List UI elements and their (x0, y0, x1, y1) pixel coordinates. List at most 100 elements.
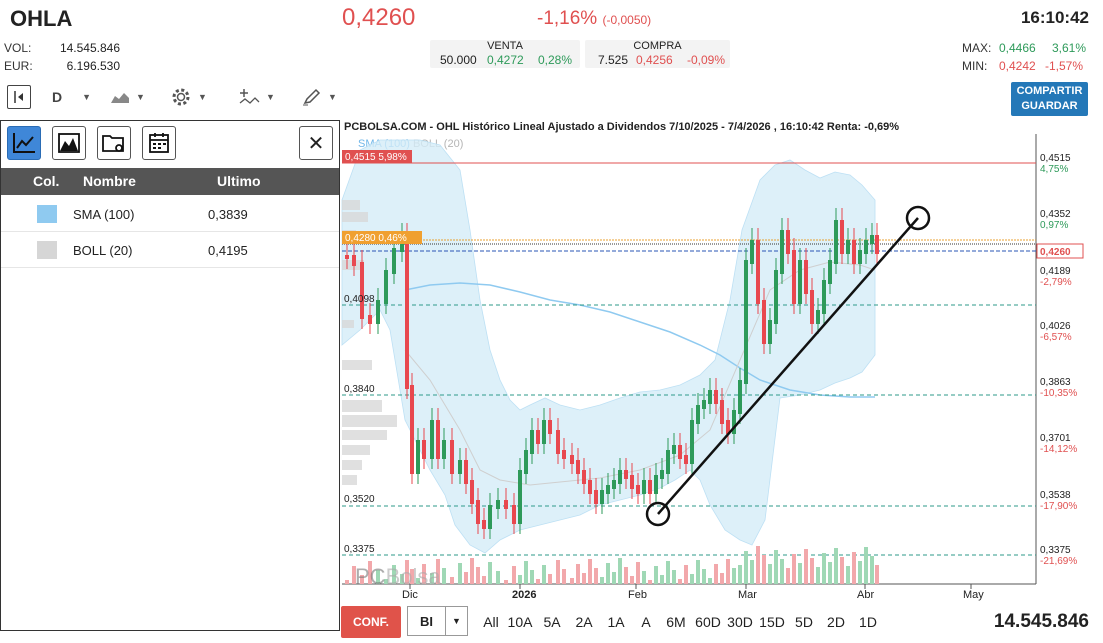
volume-bar (846, 566, 850, 584)
templates-tool[interactable] (97, 126, 131, 160)
candle-body (768, 320, 772, 344)
trend-line[interactable] (657, 217, 919, 515)
compra-box: COMPRA 7.525 0,4256 -0,09% (585, 40, 730, 68)
range-button-2a[interactable]: 2A (575, 614, 593, 630)
indicator-list-tool[interactable] (7, 126, 41, 160)
range-button-5a[interactable]: 5A (543, 614, 561, 630)
volume-bar (562, 569, 566, 584)
volume-bar (720, 573, 724, 584)
pct-tick: -21,69% (1040, 556, 1077, 567)
range-button-1d[interactable]: 1D (859, 614, 877, 630)
change-abs: (-0,0050) (602, 13, 652, 27)
candle-body (732, 410, 736, 434)
price-tick: 0,4026 (1040, 321, 1071, 332)
candle-body (762, 300, 766, 344)
volume-bars (345, 546, 879, 584)
candle-body (792, 250, 796, 304)
range-button-2d[interactable]: 2D (827, 614, 845, 630)
volume-bar (648, 580, 652, 584)
share-save-button[interactable]: COMPARTIR GUARDAR (1011, 82, 1088, 116)
volume-bar (442, 568, 446, 584)
volume-bar (594, 568, 598, 584)
bi-select[interactable]: BI ▼ (407, 606, 468, 636)
candles (345, 208, 879, 539)
candle-body (744, 260, 748, 384)
name-header: Nombre (83, 173, 136, 189)
bi-value: BI (420, 613, 433, 629)
candle-body (548, 420, 552, 434)
level-label: 0,3520 (344, 494, 375, 505)
volume-bar (576, 564, 580, 584)
chart-style-tool[interactable] (52, 126, 86, 160)
volume-bar (618, 558, 622, 584)
panel-row-sma[interactable]: SMA (100) 0,3839 (1, 196, 339, 232)
range-button-10a[interactable]: 10A (507, 614, 533, 630)
candle-body (642, 480, 646, 494)
volume-bar (798, 563, 802, 584)
range-button-1a[interactable]: 1A (607, 614, 625, 630)
range-button-30d[interactable]: 30D (727, 614, 753, 630)
panel-table-header: Col. Nombre Ultimo (1, 168, 339, 195)
volume-bar (852, 552, 856, 584)
range-button-60d[interactable]: 60D (695, 614, 721, 630)
min-label: MIN: (962, 59, 988, 73)
pct-tick: -17,90% (1040, 501, 1077, 512)
volume-bar (654, 566, 658, 584)
boll-mid-line (404, 261, 876, 486)
quote-time: 16:10:42 (1020, 8, 1089, 27)
settings-select[interactable]: ▼ (170, 86, 207, 108)
candle-body (858, 250, 862, 264)
candle-body (588, 480, 592, 494)
pct-tick: -14,12% (1040, 444, 1077, 455)
candle-body (636, 485, 640, 494)
volume-bar (738, 565, 742, 584)
range-button-a[interactable]: A (641, 614, 651, 630)
trend-handle-start[interactable] (645, 501, 671, 527)
x-label: Abr (857, 589, 874, 601)
compra-pct: -0,09% (687, 53, 726, 67)
candle-body (606, 485, 610, 494)
panel-row-boll[interactable]: BOLL (20) 0,4195 (1, 232, 339, 268)
trend-handle-end[interactable] (905, 205, 931, 231)
indicators-select[interactable]: ▼ (238, 86, 275, 108)
volume-bar (768, 564, 772, 584)
volume-bar (422, 564, 426, 584)
volume-bar (464, 572, 468, 584)
candle-body (654, 475, 658, 494)
volume-bar (636, 562, 640, 584)
candle-body (678, 445, 682, 459)
color-swatch[interactable] (37, 241, 57, 259)
volume-bar (410, 569, 414, 584)
compra-price: 0,4256 (636, 53, 673, 67)
chart-type-select[interactable]: ▼ (110, 86, 145, 108)
time-axis: Dic 2026 Feb Mar Abr May (402, 584, 984, 601)
range-button-6m[interactable]: 6M (666, 614, 686, 630)
calendar-tool[interactable] (142, 126, 176, 160)
volume-bar (476, 567, 480, 584)
range-button-5d[interactable]: 5D (795, 614, 813, 630)
candle-body (496, 500, 500, 509)
candle-body (786, 230, 790, 254)
range-button-all[interactable]: All (483, 614, 499, 630)
volume-bar (660, 575, 664, 584)
pct-tick: 4,75% (1040, 164, 1068, 175)
candle-body (666, 450, 670, 474)
candle-body (458, 460, 462, 474)
candle-body (630, 475, 634, 489)
chevron-down-icon: ▼ (445, 607, 467, 635)
config-button[interactable]: CONF. (341, 606, 401, 638)
volume-bar (392, 565, 396, 584)
candle-body (852, 240, 856, 264)
candle-body (570, 455, 574, 464)
range-button-15d[interactable]: 15D (759, 614, 785, 630)
close-panel-button[interactable]: ✕ (299, 126, 333, 160)
pct-tick: -2,79% (1040, 277, 1072, 288)
period-select[interactable]: D ▼ (52, 86, 91, 108)
color-swatch[interactable] (37, 205, 57, 223)
indicators-panel: ✕ Col. Nombre Ultimo SMA (100) 0,3839 BO… (0, 120, 340, 631)
gear-icon (172, 88, 190, 106)
candle-body (360, 262, 364, 319)
panel-toggle-icon[interactable] (7, 85, 31, 109)
draw-select[interactable]: ▼ (302, 86, 337, 108)
